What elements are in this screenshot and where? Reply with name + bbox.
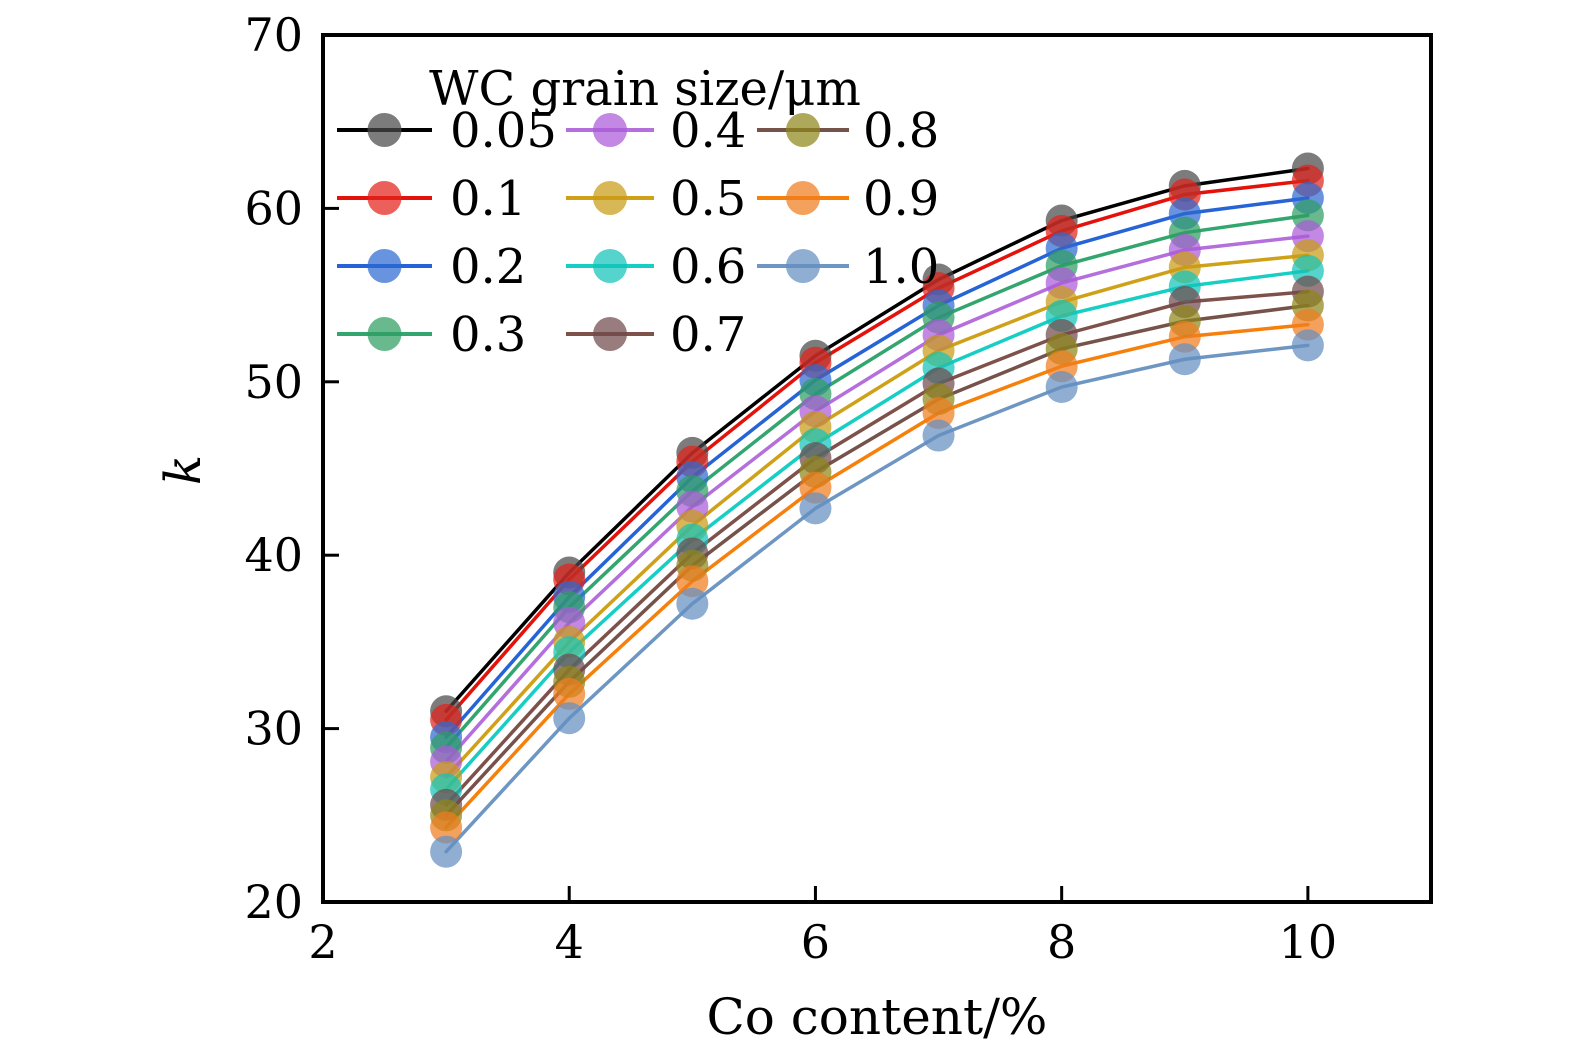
series-line-0.4 [444, 234, 1310, 764]
legend-entry-0.05: 0.05 [337, 103, 557, 159]
y-tick-label-20: 20 [244, 875, 303, 929]
legend-label-0.4: 0.4 [670, 103, 746, 159]
legend: WC grain size/μm 0.050.10.20.30.40.50.60… [337, 61, 939, 363]
x-tick-label-2: 2 [308, 915, 337, 969]
series-marker-1.0-x3 [430, 835, 463, 868]
legend-entry-0.8: 0.8 [757, 103, 939, 159]
y-axis-label: k [154, 455, 212, 485]
legend-label-0.8: 0.8 [863, 103, 939, 159]
series-marker-0.9-x7 [922, 397, 955, 430]
legend-label-0.9: 0.9 [863, 171, 939, 227]
series-marker-1.0-x9 [1168, 343, 1201, 376]
tick-labels: 2 4 6 8 10 20 30 40 50 60 70 [244, 8, 1337, 969]
series-line-0.5 [444, 253, 1310, 779]
series-line-0.2 [444, 196, 1310, 740]
series-layer [430, 152, 1324, 868]
legend-marker-0.5 [593, 181, 627, 215]
y-tick-label-50: 50 [244, 355, 303, 409]
legend-entry-0.1: 0.1 [337, 171, 526, 227]
series-line-0.9 [444, 322, 1310, 830]
legend-label-0.05: 0.05 [450, 103, 557, 159]
legend-marker-0.05 [367, 113, 402, 147]
series-line-1.0 [444, 343, 1310, 854]
series-line-0.8 [444, 303, 1310, 818]
legend-label-0.6: 0.6 [670, 239, 746, 295]
series-marker-1.0-x10 [1291, 329, 1324, 362]
legend-entries: 0.05 0.1 0.2 0.3 0.4 0.5 0.6 0.7 0.8 0.9 1.0 [337, 103, 939, 363]
legend-marker-0.2 [367, 249, 402, 283]
legend-label-1.0: 1.0 [863, 239, 939, 295]
x-tick-label-8: 8 [1047, 915, 1076, 969]
axis-ticks [321, 33, 1310, 904]
series-marker-0.9-x4 [553, 677, 586, 710]
series-line-0.3 [444, 213, 1310, 750]
legend-label-0.7: 0.7 [670, 307, 746, 363]
legend-entry-0.6: 0.6 [566, 239, 746, 295]
series-marker-0.9-x9 [1168, 320, 1201, 353]
legend-label-0.2: 0.2 [450, 239, 526, 295]
legend-entry-1.0: 1.0 [757, 239, 939, 295]
series-marker-0.9-x3 [430, 811, 463, 844]
y-tick-label-70: 70 [244, 8, 303, 62]
legend-entry-0.9: 0.9 [757, 171, 939, 227]
legend-entry-0.5: 0.5 [566, 171, 746, 227]
series-line-0.7 [444, 289, 1310, 807]
legend-marker-0.6 [593, 249, 627, 283]
series-marker-0.9-x5 [676, 565, 709, 598]
legend-marker-0.9 [786, 181, 820, 215]
legend-title: WC grain size/μm [429, 61, 861, 117]
legend-marker-0.8 [786, 113, 820, 147]
y-tick-label-40: 40 [244, 528, 303, 582]
y-tick-label-30: 30 [244, 702, 303, 756]
series-marker-1.0-x4 [553, 702, 586, 735]
legend-entry-0.7: 0.7 [566, 307, 746, 363]
series-line-0.1 [444, 178, 1310, 722]
series-marker-1.0-x7 [922, 419, 955, 452]
legend-marker-1.0 [786, 249, 820, 283]
series-marker-1.0-x5 [676, 587, 709, 620]
legend-marker-0.1 [367, 181, 402, 215]
legend-label-0.3: 0.3 [450, 307, 526, 363]
series-marker-1.0-x6 [799, 492, 832, 525]
x-tick-label-4: 4 [555, 915, 584, 969]
x-tick-label-6: 6 [801, 915, 830, 969]
legend-marker-0.7 [593, 317, 627, 351]
x-axis-label: Co content/% [707, 988, 1048, 1046]
legend-marker-0.4 [593, 113, 627, 147]
legend-label-0.1: 0.1 [450, 171, 526, 227]
legend-entry-0.2: 0.2 [337, 239, 526, 295]
legend-entry-0.4: 0.4 [566, 103, 746, 159]
legend-marker-0.3 [367, 317, 402, 351]
series-line-0.6 [444, 269, 1310, 792]
y-tick-label-60: 60 [244, 181, 303, 235]
plot-border [321, 33, 1433, 904]
legend-entry-0.3: 0.3 [337, 307, 526, 363]
x-tick-label-10: 10 [1279, 915, 1338, 969]
series-line-0.05 [444, 166, 1310, 714]
legend-label-0.5: 0.5 [670, 171, 746, 227]
series-marker-1.0-x8 [1045, 371, 1078, 404]
